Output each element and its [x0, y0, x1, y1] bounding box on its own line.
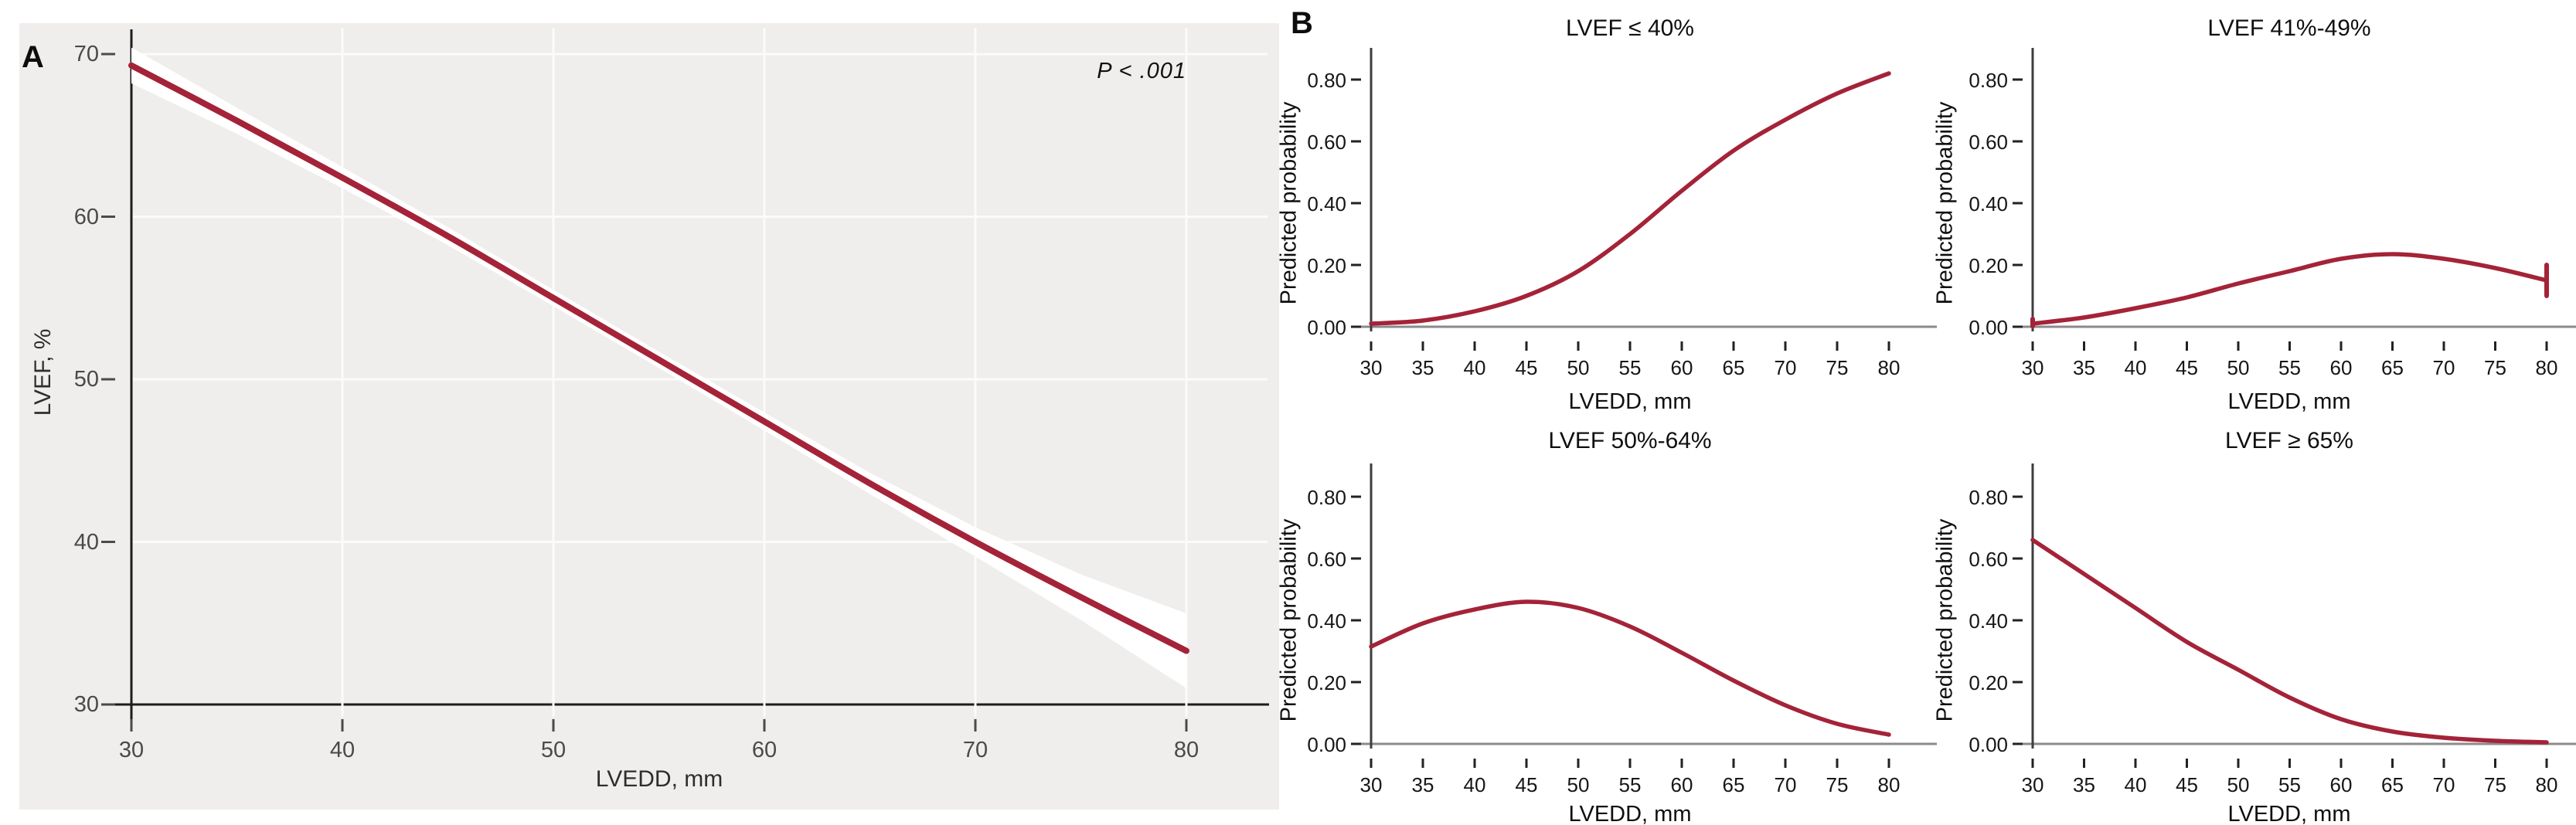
chart-1-x-tick-label: 50 — [1567, 356, 1590, 379]
panel-a-x-tick-label: 60 — [751, 738, 778, 762]
chart-4-x-tick-label: 50 — [2227, 773, 2250, 796]
chart-2-y-tick-label: 0.80 — [1969, 69, 2008, 92]
chart-4-curve — [2030, 538, 2549, 745]
chart-4-x-tick-label: 55 — [2278, 773, 2301, 796]
chart-title-lvef-ge-65: LVEF ≥ 65% — [2225, 428, 2353, 453]
chart-2-x-tick-label: 40 — [2124, 356, 2147, 379]
chart-1-x-tick-label: 45 — [1515, 356, 1538, 379]
chart-1-x-tick-label: 35 — [1411, 356, 1434, 379]
x-axis-title-lvedd: LVEDD, mm — [1568, 389, 1692, 414]
chart-3-x-tick-label: 45 — [1515, 773, 1538, 796]
panel-b-label: B — [1291, 6, 1313, 40]
chart-3-x-tick-label: 80 — [1877, 773, 1901, 796]
chart-4-y-tick-label: 0.80 — [1969, 486, 2008, 509]
chart-2-x-tick-label: 80 — [2535, 356, 2558, 379]
chart-3-x-tick-label: 50 — [1567, 773, 1590, 796]
chart-3-y-tick-label: 0.60 — [1307, 548, 1346, 571]
chart-2-x-tick-label: 70 — [2432, 356, 2455, 379]
chart-3-x-tick-label: 65 — [1722, 773, 1745, 796]
chart-4-y-tick-label: 0.60 — [1969, 548, 2008, 571]
chart-4-y-tick-label: 0.20 — [1969, 671, 2008, 694]
chart-1-y-tick-label: 0.60 — [1307, 131, 1346, 154]
chart-1-curve — [1369, 71, 1891, 326]
chart-3-y-tick-label: 0.40 — [1307, 609, 1346, 633]
panel-a-x-tick-label: 30 — [118, 738, 145, 762]
chart-1-x-tick-label: 55 — [1618, 356, 1642, 379]
x-axis-title-lvedd: LVEDD, mm — [2227, 389, 2351, 414]
panel-a-y-tick-label: 40 — [73, 529, 99, 555]
chart-2-x-tick-label: 30 — [2021, 356, 2044, 379]
chart-1-x-tick-label: 40 — [1463, 356, 1486, 379]
chart-3-y-tick-label: 0.80 — [1307, 486, 1346, 509]
chart-2-x-tick-label: 45 — [2176, 356, 2198, 379]
chart-1-x-tick-label: 80 — [1877, 356, 1901, 379]
chart-4-x-tick-label: 65 — [2381, 773, 2404, 796]
panel-a-y-tick-label: 60 — [73, 204, 99, 229]
chart-2-y-tick-label: 0.20 — [1969, 254, 2008, 277]
chart-1-y-tick-label: 0.40 — [1307, 192, 1346, 216]
chart-4-x-tick-label: 70 — [2432, 773, 2455, 796]
chart-title-lvef-le-40: LVEF ≤ 40% — [1566, 15, 1694, 41]
chart-4-x-tick-label: 45 — [2176, 773, 2198, 796]
p-value-annotation: P < .001 — [1097, 59, 1186, 83]
panel-a-label: A — [22, 40, 44, 74]
panel-a-x-tick-label: 50 — [540, 738, 567, 762]
chart-3-x-tick-label: 60 — [1670, 773, 1693, 796]
chart-1-x-tick-label: 30 — [1359, 356, 1383, 379]
chart-4-x-tick-label: 40 — [2124, 773, 2147, 796]
chart-title-lvef-41-49: LVEF 41%-49% — [2207, 15, 2371, 41]
chart-4-x-tick-label: 75 — [2484, 773, 2506, 796]
chart-3-x-tick-label: 30 — [1359, 773, 1383, 796]
chart-4-x-tick-label: 35 — [2073, 773, 2095, 796]
panel-a-background — [19, 23, 1279, 810]
chart-3-x-tick-label: 75 — [1826, 773, 1849, 796]
panel-a-y-tick-label: 30 — [73, 692, 99, 717]
x-axis-title-lvedd: LVEDD, mm — [1568, 802, 1692, 825]
chart-1-y-tick-label: 0.80 — [1307, 69, 1346, 92]
chart-3-curve — [1369, 599, 1891, 737]
chart-3-x-tick-label: 55 — [1618, 773, 1642, 796]
chart-3-x-tick-label: 40 — [1463, 773, 1486, 796]
chart-3-y-tick-label: 0.20 — [1307, 671, 1346, 694]
chart-1-x-tick-label: 65 — [1722, 356, 1745, 379]
chart-2-curve — [2030, 252, 2549, 326]
chart-2-x-tick-label: 55 — [2278, 356, 2301, 379]
chart-1-y-tick-label: 0.00 — [1307, 316, 1346, 339]
chart-2-x-tick-label: 60 — [2329, 356, 2353, 379]
x-axis-title-lvedd: LVEDD, mm — [2227, 802, 2351, 825]
panel-a-y-tick-label: 50 — [73, 367, 99, 392]
chart-4-y-tick-label: 0.00 — [1969, 733, 2008, 756]
chart-1-y-tick-label: 0.20 — [1307, 254, 1346, 277]
chart-3-x-tick-label: 35 — [1411, 773, 1434, 796]
chart-1-x-tick-label: 60 — [1670, 356, 1693, 379]
panel-a-x-tick-label: 40 — [329, 738, 356, 762]
chart-1-x-tick-label: 70 — [1774, 356, 1797, 379]
chart-4-x-tick-label: 80 — [2535, 773, 2558, 796]
chart-2-x-tick-label: 35 — [2073, 356, 2095, 379]
chart-1-x-tick-label: 75 — [1826, 356, 1849, 379]
chart-4-x-tick-label: 30 — [2021, 773, 2044, 796]
panel-a-x-tick-label: 80 — [1173, 738, 1200, 762]
chart-2-y-tick-label: 0.00 — [1969, 316, 2008, 339]
chart-title-lvef-50-64: LVEF 50%-64% — [1548, 428, 1712, 453]
chart-4-x-tick-label: 60 — [2329, 773, 2353, 796]
chart-4-y-tick-label: 0.40 — [1969, 609, 2008, 633]
chart-2-y-tick-label: 0.40 — [1969, 192, 2008, 216]
panel-a-x-axis-title: LVEDD, mm — [595, 766, 723, 792]
chart-2-y-tick-label: 0.60 — [1969, 131, 2008, 154]
chart-2-x-tick-label: 75 — [2484, 356, 2506, 379]
chart-3-y-tick-label: 0.00 — [1307, 733, 1346, 756]
panel-a-x-tick-label: 70 — [962, 738, 989, 762]
chart-3-x-tick-label: 70 — [1774, 773, 1797, 796]
panel-a-y-tick-label: 70 — [73, 42, 99, 66]
chart-2-x-tick-label: 50 — [2227, 356, 2250, 379]
chart-2-x-tick-label: 65 — [2381, 356, 2404, 379]
